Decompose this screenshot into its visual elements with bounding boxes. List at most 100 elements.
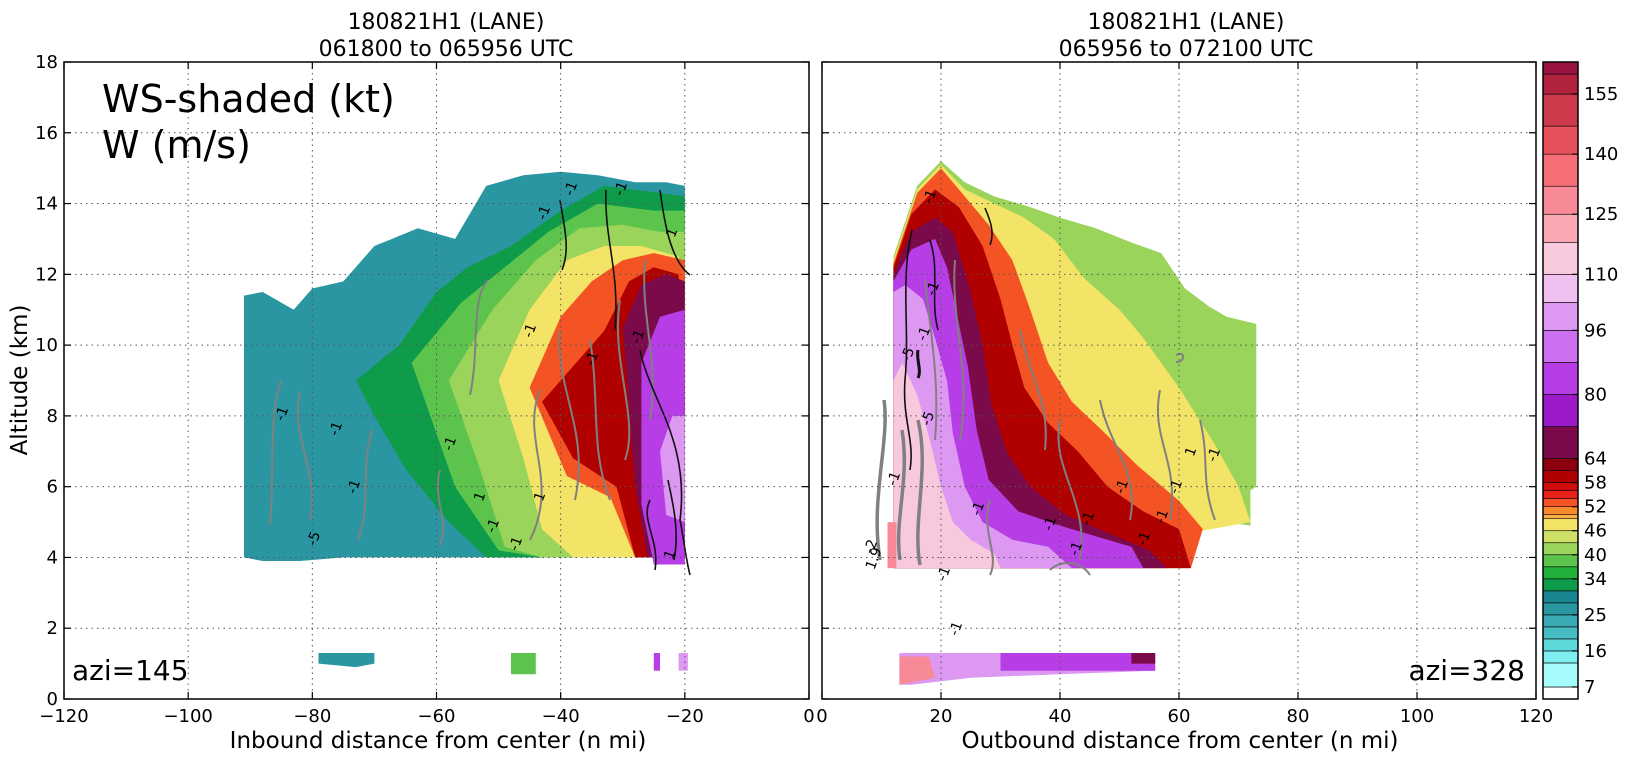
y-tick-label: 6 <box>47 477 58 498</box>
contour-label: -1 <box>520 321 540 340</box>
colorbar-swatch-52 <box>1542 498 1579 507</box>
colorbar-swatch-72 <box>1542 394 1579 427</box>
ws-region-125kt <box>887 522 897 569</box>
right-contour-labels: -1-1-5-1-1-5-1-1 -1 -1-1-11-1-1-1-11.9-2-1 <box>861 187 1224 638</box>
ws-region-125kt <box>899 656 935 685</box>
ws-region-64kt <box>1131 653 1156 664</box>
ws-region-25kt <box>318 653 375 668</box>
colorbar-swatch-31 <box>1542 578 1579 592</box>
right-ticks: 0 20 40 60 80 100 120 <box>816 61 1553 727</box>
contour-label: -5 <box>898 345 918 364</box>
colorbar-swatch-118 <box>1542 213 1579 243</box>
left-annotation-line1: WS-shaded (kt) <box>102 77 395 121</box>
contour-label: -1 <box>1134 529 1154 548</box>
colorbar-swatch-125 <box>1542 185 1579 215</box>
contour-label: -1 <box>561 179 581 198</box>
colorbar-swatch-16 <box>1542 638 1579 652</box>
colorbar-swatch-7 <box>1542 662 1579 688</box>
colorbar-ticks: 7 16 25 34 40 46 52 58 64 80 96 110 125 140 155 <box>1572 84 1618 698</box>
colorbar-swatch-50 <box>1542 506 1579 516</box>
contour-label: -1 <box>884 469 904 488</box>
contour-label: -5 <box>304 529 324 548</box>
y-axis-label: Altitude (km) <box>7 305 33 456</box>
contour-label: -1 <box>934 564 954 583</box>
colorbar-swatch-155 <box>1542 73 1579 95</box>
x-tick-label: −20 <box>666 706 704 727</box>
contour-label: -1 <box>946 619 966 638</box>
left-ticks: −120 −100 −80 −60 −40 −20 0 0 2 4 6 8 10 12 14 16 18 <box>35 52 815 727</box>
contour-label: -1 <box>1078 509 1098 528</box>
colorbar-tick-label: 64 <box>1584 449 1607 470</box>
ws-region-80kt <box>1000 653 1156 671</box>
right-w-contours <box>875 207 1216 576</box>
colorbar-swatch-34 <box>1542 566 1579 580</box>
x-tick-label: 120 <box>1519 706 1553 727</box>
contour-label: 1.9 <box>863 545 886 571</box>
contour-label: -1 <box>506 534 526 553</box>
colorbar-tick-label: 52 <box>1584 497 1607 518</box>
contour-label: -1 <box>914 324 934 343</box>
x-tick-label: 80 <box>1287 706 1310 727</box>
colorbar-tick-label: 140 <box>1584 144 1618 165</box>
colorbar-swatch-56 <box>1542 482 1579 491</box>
colorbar-swatch-54 <box>1542 490 1579 499</box>
y-tick-label: 4 <box>47 547 58 568</box>
x-tick-label: 20 <box>930 706 953 727</box>
colorbar-tick-label: 46 <box>1584 521 1607 542</box>
colorbar-swatch-13 <box>1542 650 1579 664</box>
colorbar-swatch-58 <box>1542 470 1579 483</box>
contour-label: -1 <box>920 187 940 206</box>
colorbar-swatch-25 <box>1542 602 1579 616</box>
colorbar-swatch-4 <box>1542 686 1579 700</box>
colorbar-tick-label: 155 <box>1584 84 1618 105</box>
colorbar-swatch-37 <box>1542 554 1579 568</box>
right-x-axis-label: Outbound distance from center (n mi) <box>962 728 1399 754</box>
ws-region-96kt <box>660 415 685 523</box>
x-tick-label: −120 <box>39 706 88 727</box>
colorbar-swatch-103 <box>1542 274 1579 303</box>
contour-label: -1 <box>272 404 292 423</box>
y-tick-label: 8 <box>47 406 58 427</box>
left-annotation-line2: W (m/s) <box>102 123 251 167</box>
y-tick-label: 10 <box>35 335 58 356</box>
right-grid <box>822 62 1536 699</box>
left-x-axis-label: Inbound distance from center (n mi) <box>230 728 647 754</box>
contour-label: -1 <box>582 349 602 368</box>
colorbar-swatch-22 <box>1542 614 1579 628</box>
y-tick-label: 2 <box>47 618 58 639</box>
contour-label: -1 <box>1040 514 1060 533</box>
colorbar-tick-label: 25 <box>1584 605 1607 626</box>
right-azimuth-label: azi=328 <box>1408 654 1525 687</box>
colorbar-tick-label: 16 <box>1584 641 1607 662</box>
colorbar-swatch-147 <box>1542 93 1579 127</box>
x-tick-label: 100 <box>1400 706 1434 727</box>
colorbar-tick-label: 7 <box>1584 677 1595 698</box>
y-tick-label: 12 <box>35 264 58 285</box>
colorbar-tick-label: 125 <box>1584 204 1618 225</box>
left-shaded-field <box>244 171 688 675</box>
colorbar-swatch-46 <box>1542 518 1579 532</box>
right-panel-subtitle: 065956 to 072100 UTC <box>1059 37 1314 62</box>
contour-label: -1 <box>534 203 554 222</box>
left-azimuth-label: azi=145 <box>72 654 189 687</box>
x-tick-label: 40 <box>1049 706 1072 727</box>
contour-label: -1 <box>1166 477 1186 496</box>
colorbar-swatch-132 <box>1542 153 1579 187</box>
colorbar-tick-label: 110 <box>1584 264 1618 285</box>
x-tick-label: −60 <box>418 706 456 727</box>
right-panel: -1-1-5-1-1-5-1-1 -1 -1-1-11-1-1-1-11.9-2-1… <box>816 61 1553 754</box>
left-w-contours <box>269 189 691 576</box>
ws-region-96kt <box>678 653 688 671</box>
colorbar-tick-label: 34 <box>1584 569 1607 590</box>
contour-label: -1 <box>344 477 364 496</box>
contour-label: -1 <box>326 419 346 438</box>
y-tick-label: 16 <box>35 123 58 144</box>
contour-label: -1 <box>440 434 460 453</box>
colorbar-tick-label: 58 <box>1584 473 1607 494</box>
colorbar-tick-label: 40 <box>1584 545 1607 566</box>
colorbar-swatch-43 <box>1542 530 1579 544</box>
colorbar-swatch-64 <box>1542 426 1579 459</box>
colorbar-swatch-96 <box>1542 302 1579 331</box>
colorbar-swatch-88 <box>1542 330 1579 363</box>
x-tick-label: 60 <box>1168 706 1191 727</box>
